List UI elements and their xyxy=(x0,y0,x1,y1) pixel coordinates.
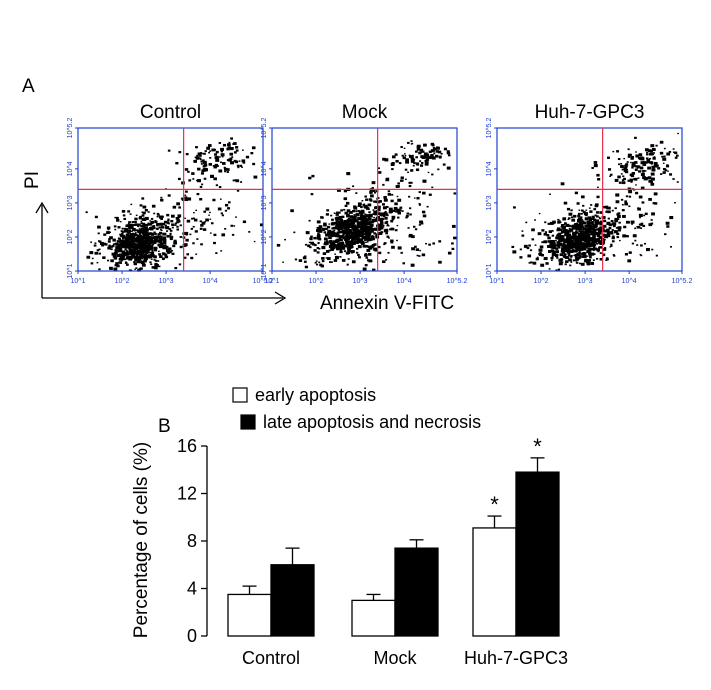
bar-x-tick-label: Mock xyxy=(373,648,417,668)
bar-y-tick-label: 4 xyxy=(187,579,197,599)
legend-label-late: late apoptosis and necrosis xyxy=(263,412,481,432)
flow-dots xyxy=(511,132,679,272)
flow-panel-title: Control xyxy=(140,102,201,123)
flow-x-tick-label: 10^4 xyxy=(622,278,637,285)
flow-cytometry-panels: Control10^110^110^210^210^310^310^410^41… xyxy=(67,102,693,285)
bar-y-tick-label: 12 xyxy=(177,484,197,504)
annexin-arrowhead xyxy=(274,291,287,305)
axis-arrows xyxy=(35,201,287,305)
bar-x-tick-label: Control xyxy=(242,648,300,668)
flow-dots xyxy=(85,137,264,272)
flow-y-tick-label: 10^1 xyxy=(486,263,493,278)
flow-y-tick-label: 10^2 xyxy=(486,229,493,244)
flow-y-tick-label: 10^2 xyxy=(261,229,268,244)
legend: early apoptosis late apoptosis and necro… xyxy=(232,385,481,432)
flow-y-tick-label: 10^4 xyxy=(67,161,74,176)
flow-x-tick-label: 10^1 xyxy=(265,278,280,285)
bar-early-0 xyxy=(227,593,272,637)
flow-x-tick-label: 10^3 xyxy=(353,278,368,285)
bar-x-tick-label: Huh-7-GPC3 xyxy=(464,648,568,668)
bar-late-1 xyxy=(394,547,439,637)
flow-y-tick-label: 10^4 xyxy=(486,161,493,176)
bar-y-tick-label: 16 xyxy=(177,436,197,456)
flow-y-tick-label: 10^1 xyxy=(67,263,74,278)
flow-panel-title: Huh-7-GPC3 xyxy=(535,102,645,123)
flow-y-tick-label: 10^2 xyxy=(67,229,74,244)
flow-x-tick-label: 10^5.2 xyxy=(253,278,274,285)
significance-star: * xyxy=(490,492,499,517)
flow-y-label: PI xyxy=(22,171,43,189)
bar-y-tick-label: 8 xyxy=(187,531,197,551)
flow-x-tick-label: 10^5.2 xyxy=(672,278,693,285)
bar-early-2 xyxy=(472,527,517,637)
panel-a-label: A xyxy=(22,76,35,97)
legend-swatch-late xyxy=(240,414,256,430)
flow-y-tick-label: 10^5.2 xyxy=(67,117,74,138)
legend-swatch-early xyxy=(232,387,248,403)
bar-late-2 xyxy=(515,471,560,637)
flow-x-tick-label: 10^2 xyxy=(534,278,549,285)
legend-label-early: early apoptosis xyxy=(255,385,376,405)
flow-x-tick-label: 10^5.2 xyxy=(447,278,468,285)
flow-panel-mock: Mock 10^110^1 10^2 10^2 10^3 10^3 10^4 10^4 10^5… xyxy=(261,102,468,285)
panel-b-label: B xyxy=(158,416,171,437)
flow-panel-title: Mock xyxy=(342,102,388,123)
flow-plot-frame xyxy=(271,127,458,272)
flow-x-tick-label: 10^1 xyxy=(71,278,86,285)
flow-x-tick-label: 10^3 xyxy=(578,278,593,285)
bar-chart: 0 4 8 12 16 Control Mock * * Huh-7-GPC3 xyxy=(177,434,568,668)
flow-y-tick-label: 10^3 xyxy=(261,195,268,210)
flow-x-tick-label: 10^2 xyxy=(309,278,324,285)
flow-x-tick-label: 10^3 xyxy=(159,278,174,285)
bar-y-label: Percentage of cells (%) xyxy=(131,442,152,638)
flow-plot-frame xyxy=(77,127,264,272)
bar-late-0 xyxy=(270,564,315,637)
bar-early-1 xyxy=(351,599,396,637)
flow-plot-frame xyxy=(496,127,683,272)
flow-y-tick-label: 10^1 xyxy=(261,263,268,278)
flow-x-tick-label: 10^4 xyxy=(397,278,412,285)
flow-panel-huh-7-gpc3: Huh-7-GPC3 10^110^1 10^2 10^2 10^3 10^3 10^4 10… xyxy=(486,102,693,285)
flow-x-tick-label: 10^2 xyxy=(115,278,130,285)
flow-y-tick-label: 10^5.2 xyxy=(261,117,268,138)
bar-y-tick-label: 0 xyxy=(187,626,197,646)
flow-y-tick-label: 10^5.2 xyxy=(486,117,493,138)
flow-y-tick-label: 10^3 xyxy=(486,195,493,210)
flow-x-label: Annexin V-FITC xyxy=(320,293,454,314)
flow-y-tick-label: 10^4 xyxy=(261,161,268,176)
flow-x-tick-label: 10^1 xyxy=(490,278,505,285)
flow-y-tick-label: 10^3 xyxy=(67,195,74,210)
flow-panel-control: Control10^110^110^210^210^310^310^410^41… xyxy=(67,102,274,285)
flow-x-tick-label: 10^4 xyxy=(203,278,218,285)
significance-star: * xyxy=(533,434,542,459)
flow-dots xyxy=(276,140,457,272)
pi-arrowhead xyxy=(35,201,49,214)
